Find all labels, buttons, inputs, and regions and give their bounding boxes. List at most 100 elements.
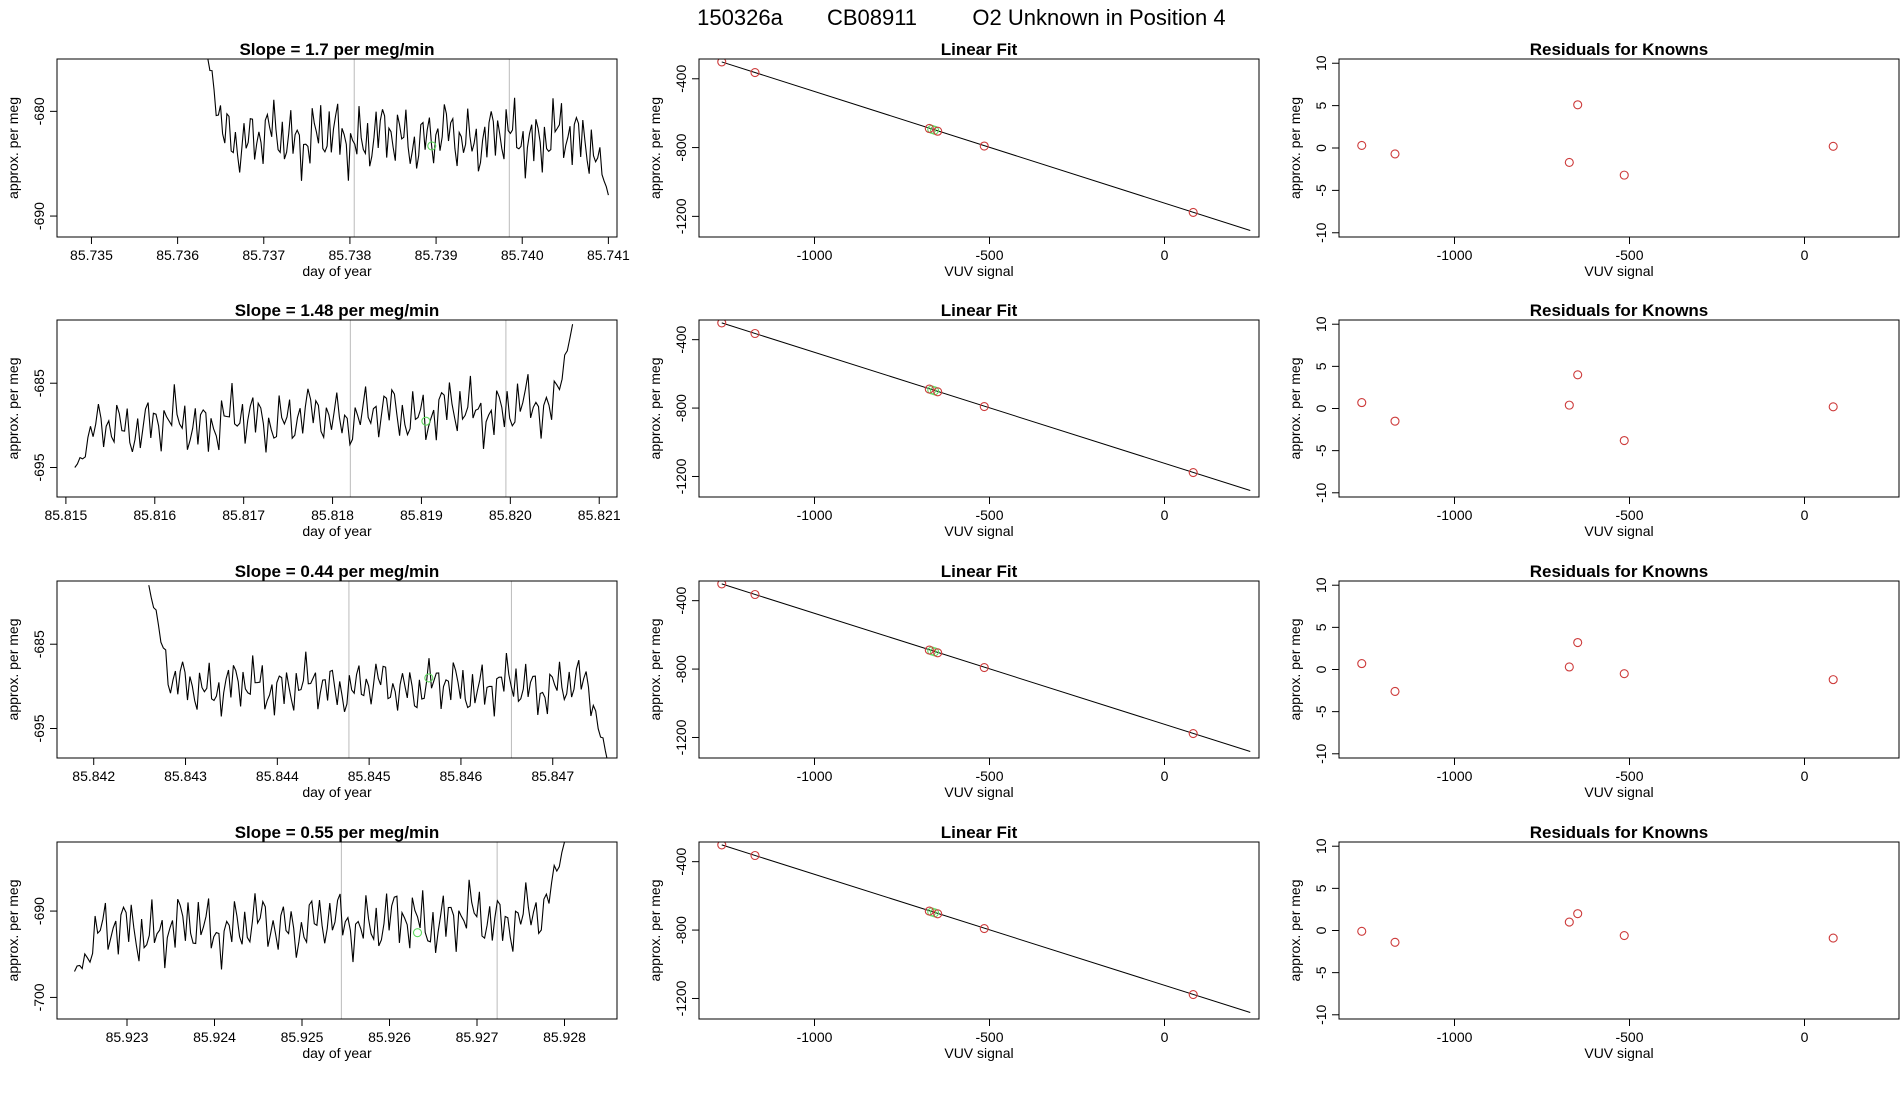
x-tick-label: -500 <box>1615 507 1643 523</box>
x-axis-label: day of year <box>302 784 372 800</box>
y-tick-label: -400 <box>673 847 689 875</box>
plot-frame <box>698 841 1260 1020</box>
x-tick-label: 85.737 <box>242 247 285 263</box>
y-tick-label: -5 <box>1313 184 1329 197</box>
y-tick-label: -5 <box>1313 444 1329 457</box>
residual-point <box>1357 926 1367 936</box>
known-standard-point <box>717 581 727 589</box>
x-tick-label: -500 <box>975 1029 1003 1045</box>
unknown-sample-point <box>412 928 423 938</box>
timeseries-panel-4: Slope = 0.55 per meg/min day of year appro… <box>5 823 618 1061</box>
x-tick-label: 85.818 <box>311 507 354 523</box>
timeseries-panel-3: Slope = 0.44 per meg/min day of year appro… <box>5 562 618 800</box>
known-standard-point <box>750 589 760 600</box>
known-standard-point <box>717 59 727 67</box>
x-tick-label: -500 <box>975 768 1003 784</box>
x-tick-label: 85.924 <box>193 1029 236 1045</box>
residual-point <box>1828 141 1838 151</box>
x-tick-label: -500 <box>1615 1029 1643 1045</box>
y-axis-label: approx. per meg <box>1287 619 1303 721</box>
plot-frame <box>698 580 1260 759</box>
x-tick-label: 85.815 <box>44 507 87 523</box>
plot-area <box>1357 909 1838 947</box>
plot-frame <box>56 58 618 238</box>
residual-point <box>1573 637 1583 648</box>
plot-area <box>1357 637 1838 696</box>
y-axis-label: approx. per meg <box>5 358 21 460</box>
plot-area <box>148 581 608 758</box>
y-tick-label: -1200 <box>673 198 689 234</box>
x-tick-label: 85.843 <box>164 768 207 784</box>
x-tick-label: 0 <box>1801 247 1809 263</box>
y-axis-label: approx. per meg <box>647 619 663 721</box>
x-axis-label: day of year <box>302 523 372 539</box>
x-axis-label: VUV signal <box>1584 523 1653 539</box>
y-axis-label: approx. per meg <box>5 880 21 982</box>
x-axis-label: VUV signal <box>944 1045 1013 1061</box>
y-axis-label: approx. per meg <box>647 358 663 460</box>
x-tick-label: 85.923 <box>106 1029 149 1045</box>
y-tick-label: 0 <box>1313 144 1329 152</box>
residual-point <box>1828 402 1838 412</box>
plot-frame <box>698 58 1260 238</box>
residual-point <box>1390 686 1400 696</box>
plot-frame <box>1338 58 1900 238</box>
residual-point <box>1619 669 1629 679</box>
residual-point <box>1564 157 1574 167</box>
x-tick-label: 0 <box>1161 507 1169 523</box>
residual-point <box>1619 170 1629 180</box>
plot-area <box>74 842 566 1019</box>
residual-point <box>1564 662 1574 672</box>
x-axis-label: VUV signal <box>944 523 1013 539</box>
residual-point <box>1828 675 1838 685</box>
y-tick-label: 5 <box>1313 362 1329 370</box>
unknown-sample-point <box>421 416 431 426</box>
plot-frame <box>1338 580 1900 759</box>
residuals-panel-1: Residuals for Knowns VUV signal approx. pe… <box>1287 40 1900 279</box>
residual-point <box>1573 100 1583 110</box>
residual-point <box>1564 917 1574 927</box>
panel-title: Slope = 0.55 per meg/min <box>235 823 440 842</box>
panel-title: Linear Fit <box>941 301 1018 320</box>
y-tick-label: -1200 <box>673 719 689 755</box>
y-tick-label: -800 <box>673 655 689 683</box>
y-tick-label: 0 <box>1313 926 1329 934</box>
y-tick-label: -680 <box>31 97 47 125</box>
x-tick-label: -1000 <box>1437 507 1473 523</box>
known-standard-point <box>924 645 934 655</box>
fit-line <box>721 322 1251 491</box>
y-tick-label: -400 <box>673 65 689 93</box>
panel-grid: Slope = 1.7 per meg/min day of year approx… <box>5 40 1900 1061</box>
x-tick-label: 85.844 <box>256 768 299 784</box>
fit-line <box>721 583 1251 752</box>
known-standard-point <box>924 123 934 134</box>
signal-trace-line <box>74 324 574 468</box>
x-tick-label: -1000 <box>797 768 833 784</box>
known-standard-point <box>1188 989 1198 1000</box>
signal-trace-line <box>74 842 566 972</box>
plot-area <box>207 59 609 237</box>
signal-trace-line <box>207 59 609 196</box>
residual-point <box>1390 416 1400 426</box>
tank-id-label: CB08911 <box>827 5 917 30</box>
y-tick-label: 10 <box>1313 838 1329 854</box>
x-axis-label: VUV signal <box>944 784 1013 800</box>
plot-frame <box>698 319 1260 498</box>
linear-fit-panel-3: Linear Fit VUV signal approx. per meg -1000… <box>647 562 1260 800</box>
timeseries-panel-2: Slope = 1.48 per meg/min day of year appro… <box>5 301 621 539</box>
plot-frame <box>56 580 618 759</box>
x-axis-label: VUV signal <box>1584 1045 1653 1061</box>
panel-title: Slope = 1.48 per meg/min <box>235 301 440 320</box>
residual-point <box>1564 400 1574 410</box>
x-tick-label: 85.740 <box>501 247 544 263</box>
y-tick-label: -685 <box>31 369 47 397</box>
residual-point <box>1390 937 1400 947</box>
known-standard-point <box>750 850 760 861</box>
known-standard-point <box>933 909 943 919</box>
x-tick-label: 85.846 <box>440 768 483 784</box>
linear-fit-panel-4: Linear Fit VUV signal approx. per meg -1000… <box>647 823 1260 1061</box>
x-tick-label: 85.739 <box>415 247 458 263</box>
x-tick-label: 85.819 <box>400 507 443 523</box>
x-axis-label: day of year <box>302 1045 372 1061</box>
known-standard-point <box>924 384 934 394</box>
